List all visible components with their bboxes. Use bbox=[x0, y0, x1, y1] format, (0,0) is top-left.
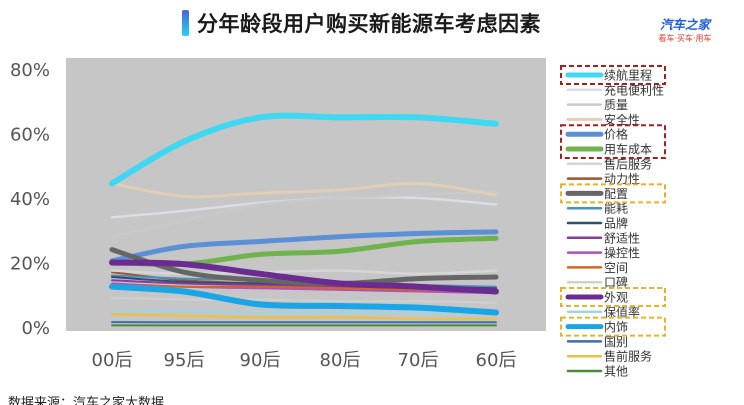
legend-label: 外观 bbox=[604, 291, 628, 305]
legend-label: 续航里程 bbox=[604, 68, 652, 83]
legend-label: 售后服务 bbox=[604, 156, 652, 171]
x-tick-label: 60后 bbox=[476, 350, 517, 371]
legend-label: 其他 bbox=[604, 365, 628, 379]
x-axis: 00后 95后 90后 80后 70后 60后 bbox=[92, 350, 517, 371]
y-tick-label: 0% bbox=[21, 318, 50, 339]
y-axis: 0% 20% 40% 60% 80% bbox=[10, 60, 50, 339]
legend-label: 安全性 bbox=[604, 112, 640, 127]
legend-highlight-box-red bbox=[560, 124, 666, 159]
legend-label: 充电便利性 bbox=[604, 82, 664, 97]
x-tick-label: 00后 bbox=[92, 350, 133, 371]
legend-label: 用车成本 bbox=[604, 142, 652, 157]
x-tick-label: 90后 bbox=[240, 350, 281, 371]
legend-label: 内饰 bbox=[604, 320, 628, 334]
y-tick-label: 60% bbox=[10, 125, 50, 146]
series-line-16 bbox=[109, 259, 499, 295]
legend-label: 保值率 bbox=[604, 304, 640, 319]
legend-highlight-box-yellow bbox=[560, 287, 666, 307]
legend-label: 操控性 bbox=[604, 245, 640, 260]
legend-label: 口碑 bbox=[604, 275, 628, 290]
legend-label: 售前服务 bbox=[604, 349, 652, 364]
title-accent-bar bbox=[182, 10, 189, 36]
chart-title: 分年龄段用户购买新能源车考虑因素 bbox=[197, 12, 541, 36]
legend-highlight-box-yellow bbox=[560, 316, 666, 337]
data-source-note: 数据来源：汽车之家大数据 bbox=[8, 396, 165, 405]
legend-label: 配置 bbox=[604, 187, 628, 201]
legend-label: 价格 bbox=[604, 127, 628, 142]
y-tick-label: 20% bbox=[10, 254, 50, 275]
series-line-1 bbox=[109, 112, 499, 187]
series-line-15 bbox=[111, 296, 497, 304]
legend-label: 品牌 bbox=[604, 217, 628, 231]
x-tick-label: 70后 bbox=[398, 350, 439, 371]
brand-logo-slogan: 看车·买车·用车 bbox=[658, 34, 712, 43]
legend-highlight-box-red bbox=[560, 65, 666, 85]
x-tick-label: 95后 bbox=[164, 350, 205, 371]
brand-logo: 汽车之家 看车·买车·用车 bbox=[650, 14, 720, 44]
series-line-18 bbox=[109, 283, 499, 316]
series-line-17 bbox=[111, 309, 497, 316]
series-line-9 bbox=[109, 247, 499, 287]
chart-title-group: 分年龄段用户购买新能源车考虑因素 bbox=[182, 10, 541, 36]
series-line-7 bbox=[110, 269, 498, 276]
legend-label: 能耗 bbox=[604, 202, 628, 216]
legend-label: 舒适性 bbox=[604, 231, 640, 245]
series-line-3 bbox=[110, 190, 498, 238]
x-tick-label: 80后 bbox=[320, 350, 361, 371]
legend-label: 国别 bbox=[604, 335, 628, 349]
legend: 续航里程充电便利性质量安全性价格用车成本售后服务动力性配置能耗品牌舒适性操控性空… bbox=[560, 65, 666, 379]
series-line-4 bbox=[110, 181, 498, 199]
series-line-5 bbox=[109, 229, 499, 264]
brand-logo-text: 汽车之家 bbox=[659, 17, 710, 32]
series-line-20 bbox=[110, 312, 498, 321]
legend-label: 质量 bbox=[604, 98, 628, 112]
legend-label: 空间 bbox=[604, 261, 628, 275]
y-tick-label: 40% bbox=[10, 189, 50, 210]
series-lines bbox=[109, 112, 499, 327]
legend-label: 动力性 bbox=[604, 172, 640, 186]
y-tick-label: 80% bbox=[10, 60, 50, 81]
legend-highlight-box-yellow bbox=[560, 183, 666, 204]
